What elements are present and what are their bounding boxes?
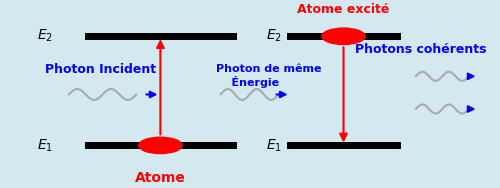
Text: Photon de même
    Énergie: Photon de même Énergie xyxy=(216,64,322,88)
Circle shape xyxy=(322,28,365,45)
Text: $E_1$: $E_1$ xyxy=(266,137,281,154)
Text: Photons cohérents: Photons cohérents xyxy=(355,42,486,55)
Text: $E_2$: $E_2$ xyxy=(266,28,281,45)
Text: Photon Incident: Photon Incident xyxy=(45,63,156,76)
Text: $E_1$: $E_1$ xyxy=(36,137,53,154)
Text: Atome excité: Atome excité xyxy=(298,2,390,15)
Text: Atome: Atome xyxy=(135,171,186,185)
Circle shape xyxy=(138,137,182,154)
Text: $E_2$: $E_2$ xyxy=(37,28,52,45)
